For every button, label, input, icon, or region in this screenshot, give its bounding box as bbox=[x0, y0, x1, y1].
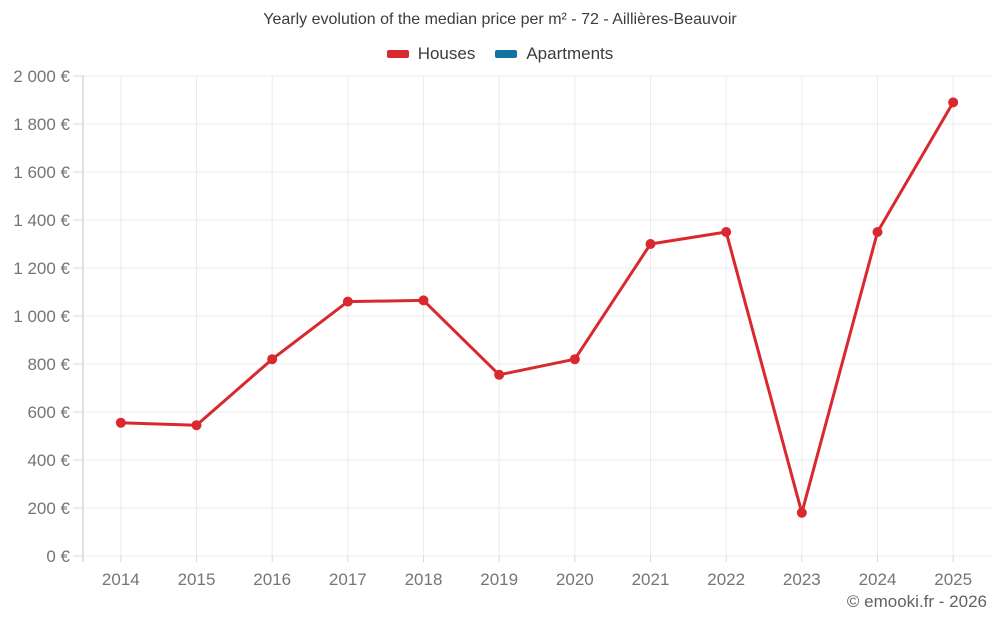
x-tick-label: 2015 bbox=[178, 570, 216, 589]
chart-title: Yearly evolution of the median price per… bbox=[263, 11, 737, 28]
data-point-houses-2019[interactable] bbox=[494, 369, 505, 380]
legend-swatch-houses bbox=[386, 50, 409, 58]
x-tick-label: 2018 bbox=[405, 570, 443, 589]
data-point-houses-2014[interactable] bbox=[115, 417, 126, 428]
y-tick-label: 800 € bbox=[27, 355, 70, 374]
y-tick-label: 1 000 € bbox=[13, 307, 70, 326]
x-tick-label: 2025 bbox=[934, 570, 972, 589]
data-point-houses-2020[interactable] bbox=[569, 354, 580, 365]
x-tick-label: 2017 bbox=[329, 570, 367, 589]
data-point-houses-2023[interactable] bbox=[796, 507, 807, 518]
x-tick-label: 2019 bbox=[480, 570, 518, 589]
watermark: © emooki.fr - 2026 bbox=[846, 592, 987, 611]
y-tick-label: 600 € bbox=[27, 403, 70, 422]
x-tick-label: 2021 bbox=[632, 570, 670, 589]
x-tick-label: 2022 bbox=[707, 570, 745, 589]
legend-item-houses[interactable]: Houses bbox=[386, 44, 476, 64]
data-point-houses-2017[interactable] bbox=[342, 296, 353, 307]
x-tick-label: 2016 bbox=[253, 570, 291, 589]
y-tick-label: 0 € bbox=[46, 547, 70, 566]
x-tick-label: 2023 bbox=[783, 570, 821, 589]
y-tick-label: 1 600 € bbox=[13, 163, 70, 182]
x-tick-label: 2024 bbox=[859, 570, 897, 589]
series-line-houses bbox=[119, 100, 955, 515]
data-point-houses-2024[interactable] bbox=[872, 227, 883, 237]
y-tick-label: 1 200 € bbox=[13, 259, 70, 278]
x-tick-label: 2020 bbox=[556, 570, 594, 589]
data-point-houses-2015[interactable] bbox=[191, 420, 202, 431]
data-point-houses-2025[interactable] bbox=[948, 97, 959, 108]
data-point-houses-2018[interactable] bbox=[418, 295, 429, 306]
y-tick-label: 400 € bbox=[27, 451, 70, 470]
chart-legend: Houses Apartments bbox=[0, 44, 1000, 64]
y-tick-label: 2 000 € bbox=[13, 67, 70, 86]
y-tick-label: 1 800 € bbox=[13, 115, 70, 134]
legend-label: Houses bbox=[417, 44, 476, 63]
data-point-houses-2016[interactable] bbox=[267, 354, 278, 365]
y-tick-label: 1 400 € bbox=[13, 211, 70, 230]
data-point-houses-2022[interactable] bbox=[721, 227, 732, 237]
y-tick-label: 200 € bbox=[27, 499, 70, 518]
legend-swatch-apartments bbox=[495, 50, 518, 58]
legend-label: Apartments bbox=[526, 44, 614, 63]
legend-item-apartments[interactable]: Apartments bbox=[495, 44, 613, 64]
x-tick-label: 2014 bbox=[102, 570, 140, 589]
data-point-houses-2021[interactable] bbox=[645, 239, 656, 249]
